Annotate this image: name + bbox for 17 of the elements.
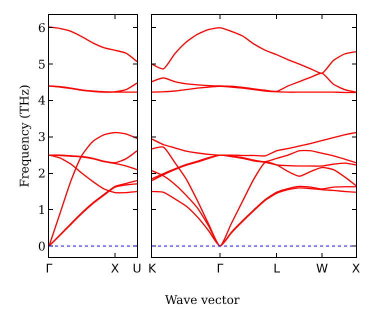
x-tick-label: L (273, 261, 280, 276)
y-tick-label: 4 (38, 94, 46, 108)
x-tick-label: Γ (216, 261, 224, 276)
y-tick-label: 0 (38, 239, 46, 254)
x-axis-title: Wave vector (165, 293, 240, 307)
x-tick-label: K (148, 261, 158, 276)
y-tick-label: 3 (38, 130, 46, 144)
x-tick-label: X (352, 261, 360, 276)
y-axis-title: Frequency (THz) (17, 84, 32, 188)
y-tick-label: 2 (38, 166, 46, 180)
x-tick-label: Γ (46, 261, 53, 276)
y-tick-label: 1 (38, 202, 46, 217)
y-tick-label: 6 (38, 20, 46, 35)
y-tick-label: 5 (38, 57, 46, 72)
x-tick-label: X (110, 261, 120, 276)
x-tick-label: W (316, 261, 328, 276)
x-tick-label: U (132, 261, 142, 276)
